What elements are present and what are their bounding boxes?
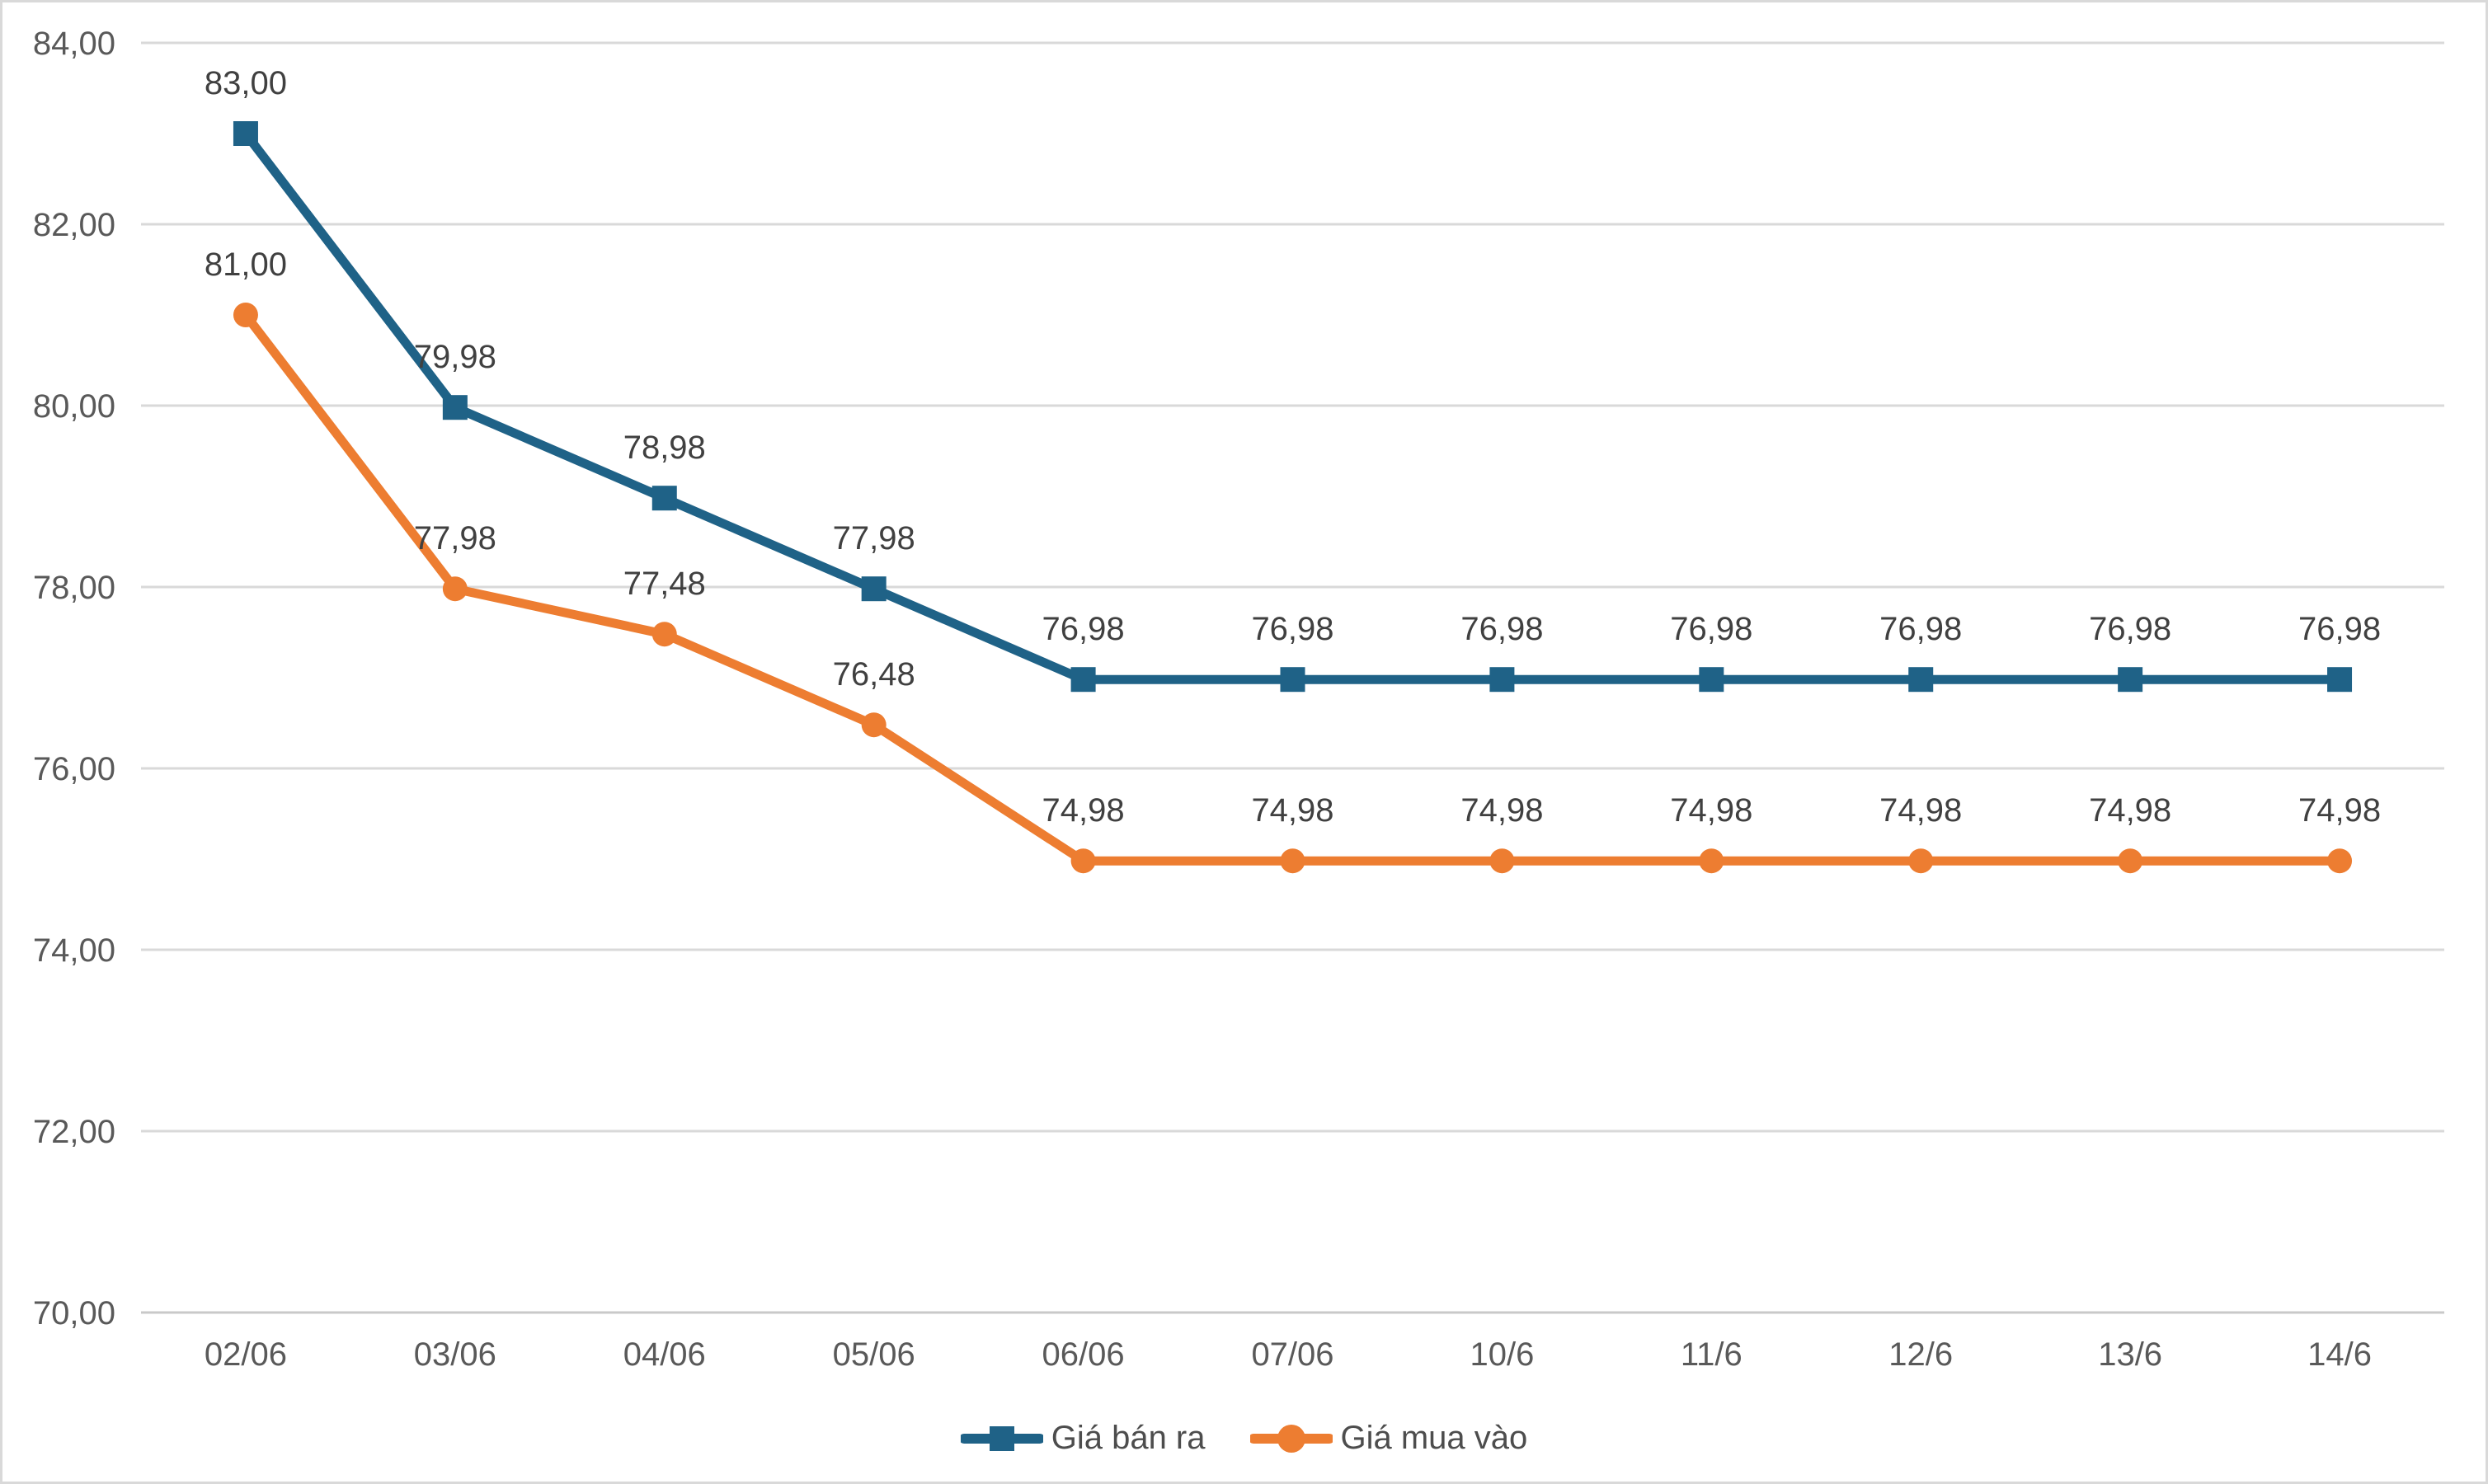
data-point-marker-circle <box>2327 848 2353 874</box>
x-axis-category-label: 13/6 <box>2098 1336 2162 1373</box>
data-point-label: 77,48 <box>623 566 706 602</box>
data-point-label: 74,98 <box>2298 792 2381 829</box>
data-point-marker-circle <box>1908 848 1934 874</box>
legend-swatch-square-icon <box>960 1425 1043 1451</box>
x-axis-category-label: 07/06 <box>1251 1336 1333 1373</box>
data-point-label: 74,98 <box>1042 792 1125 829</box>
data-point-marker-circle <box>1280 848 1305 874</box>
legend: Giá bán ra Giá mua vào <box>0 1420 2488 1457</box>
data-point-label: 78,98 <box>623 430 706 466</box>
data-point-label: 76,98 <box>1460 611 1543 647</box>
data-point-marker-square <box>442 395 468 420</box>
y-axis-tick-label: 70,00 <box>33 1295 115 1331</box>
data-point-label: 77,98 <box>833 520 915 556</box>
data-point-label: 79,98 <box>414 339 496 375</box>
y-axis-tick-label: 76,00 <box>33 751 115 787</box>
data-point-marker-square <box>651 486 677 511</box>
data-point-marker-circle <box>442 576 468 602</box>
data-point-label: 76,98 <box>2089 611 2171 647</box>
data-point-marker-circle <box>1070 848 1096 874</box>
data-point-marker-circle <box>1699 848 1724 874</box>
y-axis-tick-label: 72,00 <box>33 1114 115 1150</box>
data-point-label: 76,98 <box>1251 611 1333 647</box>
data-point-marker-circle <box>233 303 258 327</box>
data-point-label: 76,98 <box>1879 611 1962 647</box>
y-axis-tick-label: 82,00 <box>33 207 115 243</box>
y-axis-tick-label: 80,00 <box>33 388 115 425</box>
data-point-label: 77,98 <box>414 520 496 556</box>
data-point-label: 76,98 <box>1670 611 1752 647</box>
legend-item-gia-ban-ra: Giá bán ra <box>960 1420 1206 1457</box>
legend-item-gia-mua-vao: Giá mua vào <box>1249 1420 1528 1457</box>
data-point-marker-square <box>1070 667 1096 693</box>
x-axis-category-label: 05/06 <box>833 1336 915 1373</box>
data-point-marker-circle <box>651 622 677 647</box>
x-axis-category-label: 03/06 <box>414 1336 496 1373</box>
y-axis-tick-label: 84,00 <box>33 26 115 62</box>
data-point-label: 74,98 <box>1879 792 1962 829</box>
data-point-marker-square <box>233 121 258 146</box>
data-point-marker-square <box>2118 667 2143 693</box>
x-axis-category-label: 11/6 <box>1681 1336 1743 1373</box>
data-point-label: 74,98 <box>2089 792 2171 829</box>
data-point-marker-square <box>1280 667 1305 693</box>
data-point-label: 74,98 <box>1460 792 1543 829</box>
data-point-marker-square <box>861 576 887 602</box>
x-axis-category-label: 14/6 <box>2307 1336 2372 1373</box>
data-point-marker-square <box>1908 667 1934 693</box>
data-point-label: 76,48 <box>833 656 915 693</box>
x-axis-category-label: 12/6 <box>1888 1336 1953 1373</box>
data-point-label: 76,98 <box>2298 611 2381 647</box>
data-point-label: 74,98 <box>1251 792 1333 829</box>
y-axis-tick-label: 78,00 <box>33 570 115 606</box>
x-axis-category-label: 10/6 <box>1470 1336 1534 1373</box>
data-point-marker-square <box>2327 667 2353 693</box>
data-point-label: 74,98 <box>1670 792 1752 829</box>
y-axis-tick-label: 74,00 <box>33 932 115 969</box>
x-axis-category-label: 02/06 <box>205 1336 287 1373</box>
legend-label: Giá mua vào <box>1340 1420 1528 1456</box>
x-axis-category-label: 04/06 <box>623 1336 706 1373</box>
data-point-label: 81,00 <box>205 247 287 283</box>
legend-label: Giá bán ra <box>1051 1420 1206 1456</box>
data-point-marker-circle <box>2118 848 2143 874</box>
legend-swatch-circle-icon <box>1249 1424 1333 1453</box>
data-point-marker-square <box>1699 667 1724 693</box>
data-point-label: 83,00 <box>205 65 287 101</box>
data-point-label: 76,98 <box>1042 611 1125 647</box>
data-point-marker-square <box>1489 667 1515 693</box>
x-axis-category-label: 06/06 <box>1042 1336 1125 1373</box>
data-point-marker-circle <box>861 712 887 738</box>
data-point-marker-circle <box>1489 848 1515 874</box>
